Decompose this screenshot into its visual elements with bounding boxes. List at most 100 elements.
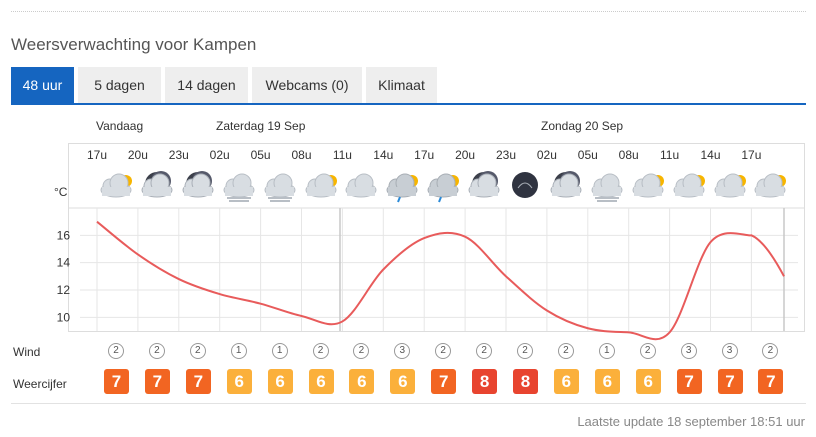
temperature-unit: °C — [54, 185, 68, 199]
hour-label: 11u — [660, 148, 680, 162]
hour-label: 23u — [495, 148, 517, 162]
wind-force-indicator: 2 — [470, 340, 498, 362]
fog-icon — [587, 168, 627, 202]
wind-force-value: 2 — [353, 343, 370, 359]
y-tick-label: 10 — [57, 310, 71, 324]
wind-force-value: 2 — [435, 343, 452, 359]
clear-night-icon — [505, 168, 545, 202]
weather-score: 7 — [676, 369, 702, 394]
fog-icon — [219, 168, 259, 202]
wind-force-value: 3 — [721, 343, 738, 359]
weather-score: 7 — [431, 369, 457, 394]
hour-label: 20u — [455, 148, 476, 162]
partly-cloudy-icon — [750, 168, 790, 202]
y-tick-label: 16 — [57, 228, 71, 242]
wind-force-indicator: 2 — [429, 340, 457, 362]
wind-force-value: 1 — [271, 343, 288, 359]
hour-label: 17u — [414, 148, 435, 162]
tab-14-dagen[interactable]: 14 dagen — [165, 67, 248, 103]
partly-cloudy-icon — [628, 168, 668, 202]
tab-webcams[interactable]: Webcams (0) — [252, 67, 362, 103]
weather-score: 8 — [513, 369, 538, 394]
weather-score: 6 — [226, 369, 252, 394]
weather-score: 7 — [185, 369, 211, 394]
tab-underline — [11, 103, 806, 105]
wind-force-value: 2 — [557, 343, 574, 359]
hour-label: 20u — [127, 148, 148, 162]
top-divider — [11, 11, 806, 12]
weather-score: 6 — [594, 369, 620, 394]
hour-label: 05u — [577, 148, 598, 162]
wind-force-value: 1 — [230, 343, 247, 359]
cloudy-icon — [341, 168, 381, 202]
bottom-divider — [11, 403, 806, 404]
wind-force-indicator: 2 — [634, 340, 662, 362]
forecast-frame — [68, 143, 805, 332]
hour-label: 17u — [741, 148, 762, 162]
wind-force-value: 2 — [476, 343, 493, 359]
wind-force-indicator: 2 — [102, 340, 130, 362]
cloudy-night-icon — [137, 168, 177, 202]
partly-cloudy-icon — [301, 168, 341, 202]
rain-sun-icon — [423, 168, 463, 203]
wind-force-indicator: 3 — [716, 340, 744, 362]
wind-force-value: 2 — [639, 343, 656, 359]
weather-score: 6 — [308, 369, 334, 394]
wind-force-value: 2 — [108, 343, 124, 359]
weather-score: 6 — [390, 369, 416, 394]
wind-force-indicator: 3 — [388, 340, 416, 362]
page-title: Weersverwachting voor Kampen — [11, 35, 257, 54]
weather-score: 7 — [758, 369, 784, 394]
tab-48-uur[interactable]: 48 uur — [11, 67, 74, 104]
weather-score: 7 — [104, 369, 129, 394]
partly-cloudy-icon — [96, 168, 136, 202]
day-label-sunday: Zondag 20 Sep — [541, 119, 624, 133]
hour-label: 17u — [86, 148, 108, 162]
hour-label: 02u — [209, 148, 230, 162]
wind-force-value: 1 — [598, 343, 615, 359]
day-label-today: Vandaag — [96, 119, 144, 133]
y-tick-label: 14 — [57, 256, 71, 270]
wind-force-value: 3 — [394, 343, 411, 359]
wind-force-indicator: 2 — [511, 340, 539, 362]
wind-force-indicator: 1 — [266, 340, 294, 362]
wind-force-indicator: 2 — [347, 340, 375, 362]
weather-score: 8 — [472, 369, 498, 394]
tab-klimaat[interactable]: Klimaat — [366, 67, 437, 103]
partly-cloudy-icon — [710, 168, 750, 202]
wind-force-indicator: 1 — [593, 340, 621, 362]
wind-force-indicator: 1 — [225, 340, 253, 362]
wind-force-value: 2 — [189, 343, 206, 359]
wind-force-value: 2 — [148, 343, 165, 359]
wind-force-indicator: 3 — [675, 340, 703, 362]
cloudy-night-icon — [546, 168, 586, 202]
hour-label: 23u — [168, 148, 189, 162]
cloudy-night-icon — [464, 168, 504, 202]
hour-label: 08u — [618, 148, 639, 162]
wind-force-indicator: 2 — [552, 340, 580, 362]
day-label-saturday: Zaterdag 19 Sep — [216, 119, 306, 133]
weather-score: 6 — [553, 369, 579, 394]
wind-force-indicator: 2 — [143, 340, 171, 362]
weather-score: 6 — [349, 369, 375, 394]
wind-force-value: 2 — [517, 343, 533, 359]
cloudy-night-icon — [178, 168, 218, 202]
hour-label: 05u — [250, 148, 271, 162]
hour-label: 08u — [291, 148, 312, 162]
wind-force-indicator: 2 — [307, 340, 335, 362]
weather-score: 6 — [635, 369, 661, 394]
weather-score: 7 — [717, 369, 743, 394]
weather-score: 7 — [144, 369, 170, 394]
tab-5-dagen[interactable]: 5 dagen — [78, 67, 161, 103]
score-row-label: Weercijfer — [13, 377, 67, 391]
hour-label: 14u — [700, 148, 721, 162]
hour-label: 14u — [373, 148, 394, 162]
wind-force-indicator: 2 — [756, 340, 784, 362]
hour-label: 02u — [536, 148, 557, 162]
temperature-line — [96, 220, 785, 341]
wind-force-value: 2 — [312, 343, 329, 359]
wind-force-indicator: 2 — [184, 340, 212, 362]
last-update-text: Laatste update 18 september 18:51 uur — [577, 414, 805, 429]
y-tick-label: 12 — [57, 283, 71, 297]
